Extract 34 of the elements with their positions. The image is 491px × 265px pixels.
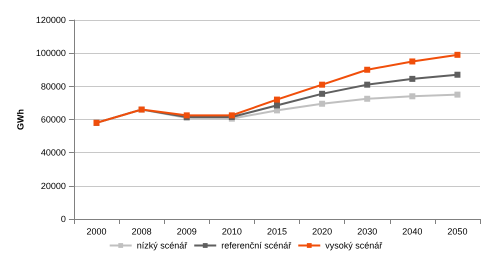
point	[409, 93, 416, 100]
x-tick-label: 2040	[402, 226, 422, 236]
point	[274, 102, 280, 108]
y-tick-label: 80000	[40, 81, 66, 92]
point	[364, 96, 370, 102]
point	[319, 82, 326, 88]
x-tick-label: 2020	[312, 226, 332, 236]
legend-label: nízký scénář	[136, 240, 188, 250]
y-tick-label: 60000	[40, 114, 66, 124]
x-tick-label: 2030	[357, 226, 378, 236]
x-tick-label: 2050	[447, 226, 468, 236]
point	[274, 96, 280, 103]
y-tick-label: 120000	[36, 15, 66, 25]
point	[454, 52, 460, 58]
point	[454, 92, 460, 98]
x-tick-label: 2015	[266, 226, 287, 236]
y-tick-label: 40000	[40, 148, 66, 158]
point	[364, 82, 370, 88]
point	[409, 58, 416, 64]
y-axis-title: GWh	[16, 109, 26, 130]
point	[319, 100, 326, 107]
point	[409, 76, 416, 82]
point	[454, 72, 460, 78]
point	[364, 66, 370, 73]
legend-label: vysoký scénář	[325, 240, 384, 250]
y-tick-label: 20000	[40, 180, 66, 191]
x-tick-label: 2009	[176, 226, 197, 236]
legend-label: referenční scénář	[221, 240, 292, 250]
x-tick-label: 2008	[132, 226, 152, 236]
y-tick-label: 100000	[36, 48, 66, 58]
y-tick-label: 0	[60, 214, 66, 224]
x-tick-label: 2010	[222, 226, 242, 236]
x-tick-label: 2000	[86, 226, 107, 236]
point	[319, 90, 326, 97]
